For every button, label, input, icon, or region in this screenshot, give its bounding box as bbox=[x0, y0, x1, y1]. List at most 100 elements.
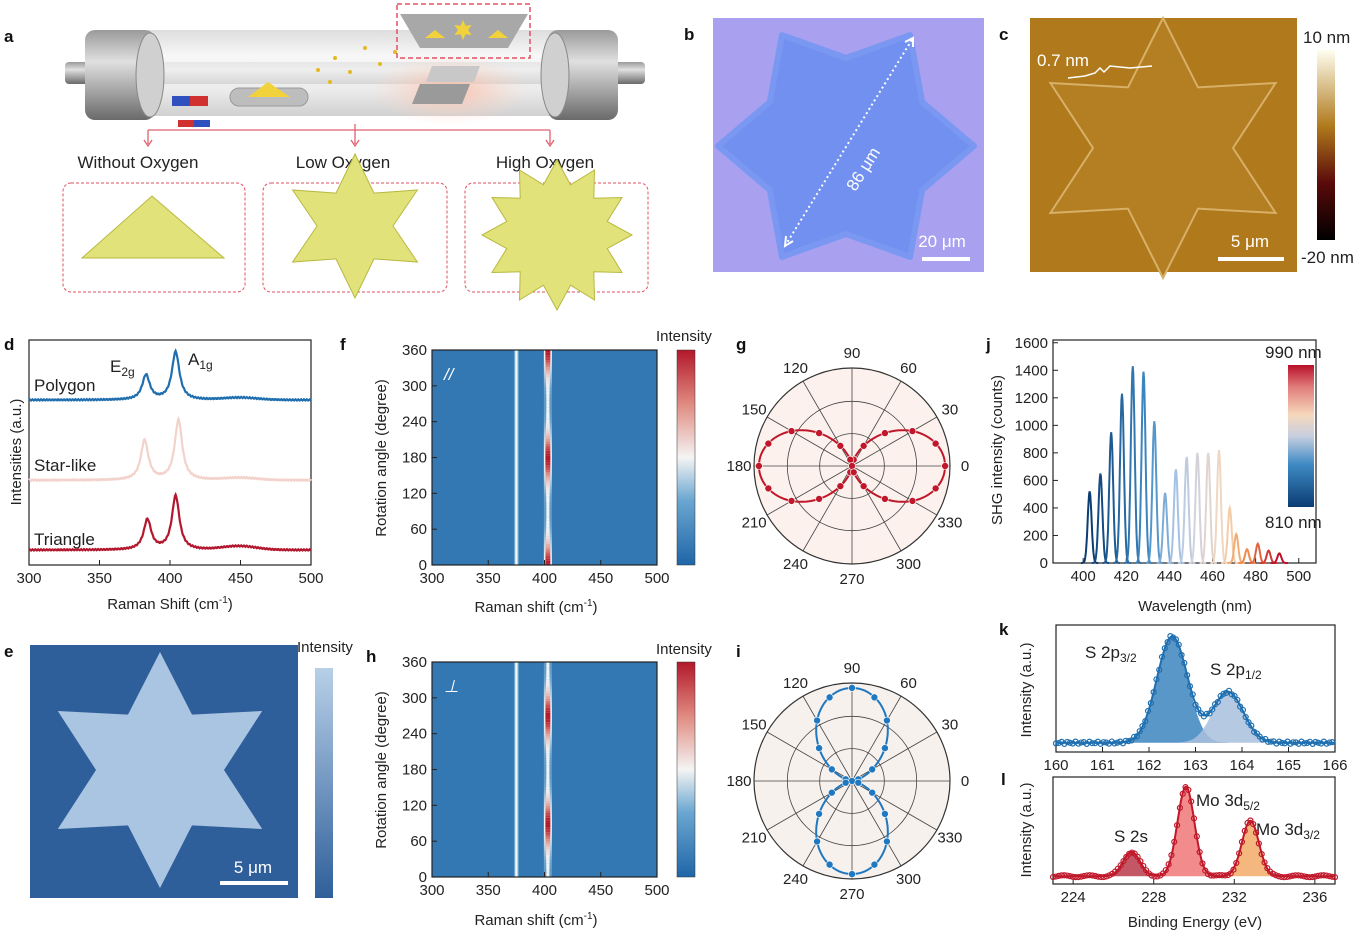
condition-label: High Oxygen bbox=[496, 153, 594, 172]
heatmap-cell bbox=[545, 428, 550, 432]
star-flake-outline bbox=[1048, 15, 1278, 281]
data-point bbox=[836, 482, 845, 490]
y-tick-label: 300 bbox=[402, 690, 427, 707]
heatmap-cell bbox=[545, 378, 550, 382]
data-point bbox=[1193, 833, 1200, 840]
heatmap-cell bbox=[545, 693, 551, 696]
x-tick-label: 500 bbox=[644, 882, 669, 899]
data-point bbox=[1161, 645, 1168, 652]
y-tick-label: 0 bbox=[419, 869, 427, 886]
data-point bbox=[1147, 700, 1154, 707]
data-point bbox=[1242, 713, 1249, 721]
left-flange bbox=[85, 30, 155, 120]
data-point bbox=[1158, 653, 1166, 661]
x-tick-label: 160 bbox=[1043, 757, 1068, 774]
colorbar-label: Intensity bbox=[656, 641, 712, 658]
angle-label: 120 bbox=[783, 675, 808, 692]
data-point bbox=[1206, 710, 1213, 717]
data-point bbox=[859, 482, 868, 490]
data-point bbox=[1136, 728, 1143, 735]
data-point bbox=[1078, 873, 1085, 880]
angle-label: 150 bbox=[742, 717, 767, 734]
y-tick-label: 400 bbox=[1023, 500, 1048, 517]
data-point bbox=[1097, 873, 1105, 881]
data-point bbox=[1314, 872, 1322, 879]
heatmap-cell bbox=[545, 798, 550, 802]
heatmap-cell bbox=[546, 500, 550, 504]
magnet-icon bbox=[178, 120, 194, 127]
heatmap-cell bbox=[545, 376, 550, 380]
y-tick-label: 360 bbox=[402, 654, 427, 671]
data-point bbox=[825, 860, 834, 869]
data-point bbox=[1173, 822, 1181, 829]
y-axis-label: Rotation angle (degree) bbox=[373, 379, 390, 537]
data-point bbox=[1233, 859, 1240, 867]
heatmap-cell bbox=[545, 848, 550, 852]
heatmap-cell bbox=[545, 733, 551, 737]
data-point bbox=[1165, 861, 1172, 868]
scale-bar bbox=[922, 257, 970, 261]
x-tick-label: 450 bbox=[228, 570, 253, 587]
shg-spectrum-line bbox=[1227, 531, 1245, 564]
heatmap-cell bbox=[546, 774, 550, 778]
data-point bbox=[825, 693, 834, 702]
polar-grid-spoke bbox=[851, 465, 902, 552]
angle-label: 330 bbox=[937, 830, 962, 847]
heatmap-cell bbox=[546, 671, 550, 675]
x-tick-label: 400 bbox=[1071, 568, 1096, 585]
polar-grid-spoke bbox=[851, 416, 938, 467]
heatmap-cell bbox=[545, 853, 550, 856]
heatmap-cell bbox=[545, 843, 551, 847]
x-tick-label: 162 bbox=[1136, 757, 1161, 774]
data-point bbox=[848, 462, 856, 470]
data-point bbox=[1267, 738, 1274, 745]
panel-label-b: b bbox=[684, 25, 694, 44]
data-point bbox=[1111, 740, 1118, 747]
heatmap-cell bbox=[546, 666, 550, 670]
heatmap-cell bbox=[546, 505, 550, 509]
data-point bbox=[1052, 873, 1059, 880]
fit-component-area bbox=[1110, 636, 1234, 743]
heatmap-cell bbox=[546, 673, 550, 677]
panel-g-polar-parallel: 0 30 60 90 120 150 180 210 240 270 300 330 bbox=[726, 345, 969, 588]
data-point bbox=[1139, 722, 1146, 730]
data-point bbox=[1176, 804, 1184, 811]
data-point bbox=[881, 744, 889, 752]
left-flange-face bbox=[135, 32, 165, 118]
polar-grid-spoke bbox=[802, 465, 853, 552]
intensity-colorbar bbox=[676, 349, 696, 566]
heatmap-cell bbox=[545, 700, 551, 704]
heatmap-cell bbox=[545, 471, 551, 475]
heatmap-cell bbox=[545, 810, 551, 813]
polar-grid-spoke bbox=[802, 780, 853, 867]
heatmap-cell bbox=[545, 795, 550, 799]
data-point bbox=[848, 777, 856, 785]
mode-band bbox=[515, 662, 518, 877]
heatmap-cell bbox=[545, 791, 550, 794]
data-point bbox=[1133, 733, 1141, 740]
heatmap-cell bbox=[545, 443, 551, 447]
heatmap-cell bbox=[545, 536, 550, 540]
scale-bar-label: 20 μm bbox=[918, 232, 966, 251]
data-point bbox=[1144, 707, 1152, 715]
data-point bbox=[1164, 639, 1171, 646]
data-point bbox=[1052, 740, 1060, 747]
data-point bbox=[828, 788, 836, 797]
angle-label: 270 bbox=[839, 571, 864, 588]
heatmap-cell bbox=[545, 562, 551, 566]
heatmap-cell bbox=[545, 371, 550, 375]
data-point bbox=[1278, 739, 1286, 746]
data-point bbox=[1286, 873, 1293, 880]
shg-spectrum-line bbox=[1124, 366, 1142, 564]
panel-e-raman-map: 5 μm Intensity bbox=[30, 639, 353, 898]
data-point bbox=[1066, 873, 1074, 880]
x-tick-label: 350 bbox=[87, 570, 112, 587]
heatmap-cell bbox=[545, 366, 551, 370]
data-point bbox=[1064, 738, 1071, 746]
right-flange-face bbox=[540, 32, 570, 118]
spectrum-line bbox=[28, 415, 312, 483]
data-point bbox=[868, 788, 876, 797]
data-point bbox=[1075, 740, 1082, 747]
heatmap-cell bbox=[545, 462, 551, 466]
heatmap-cell bbox=[545, 738, 550, 742]
